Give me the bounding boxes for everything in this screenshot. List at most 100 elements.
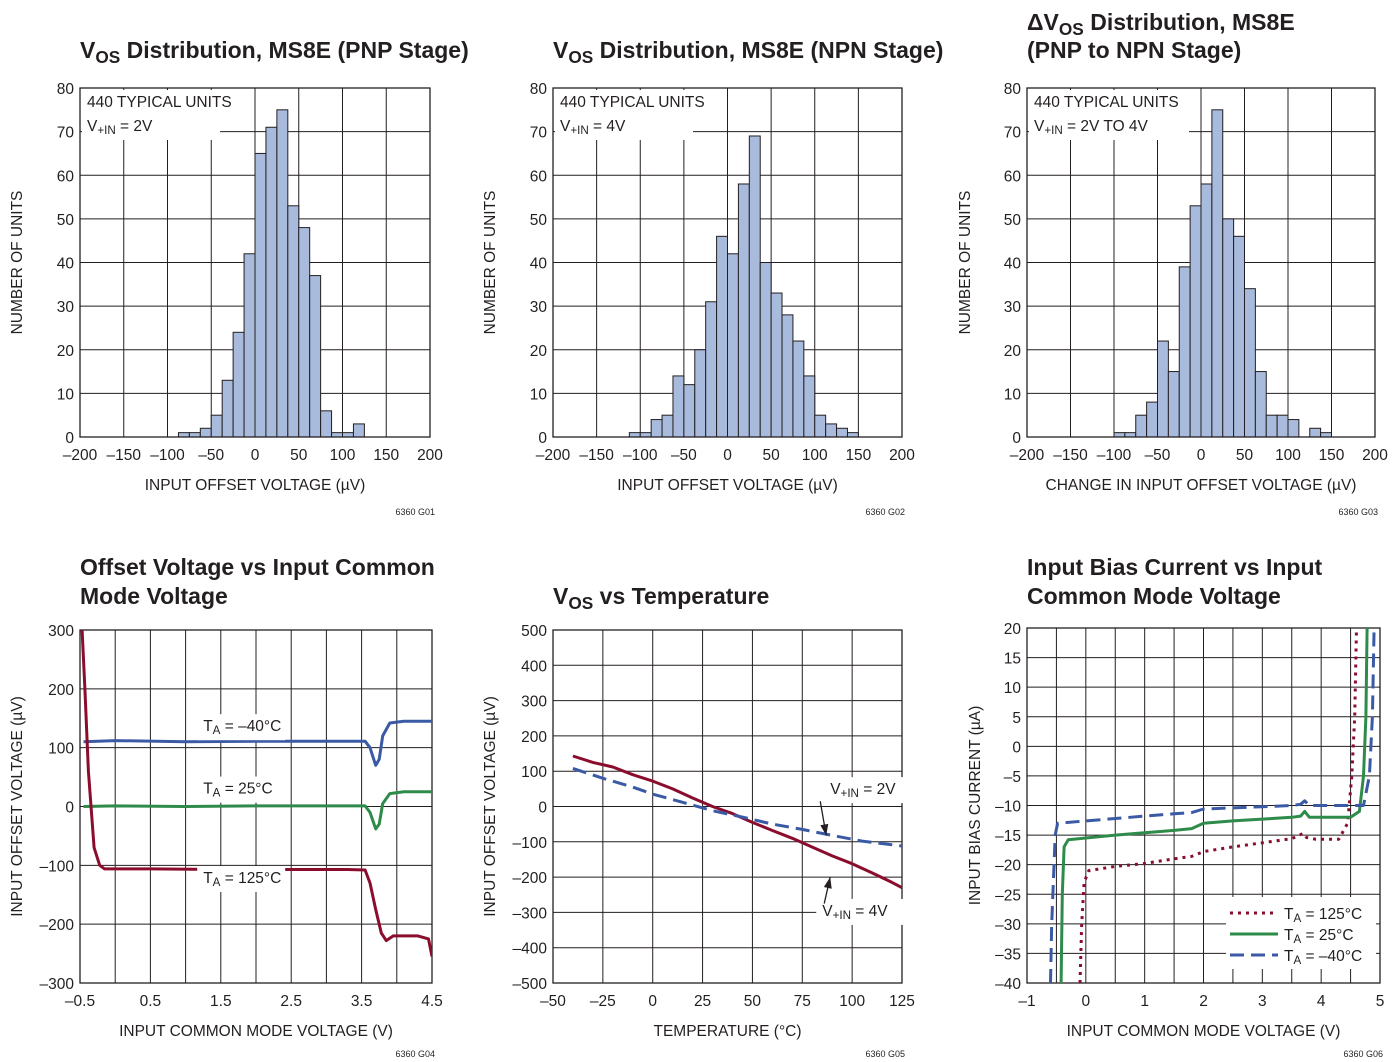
figure-code: 6360 G01 (395, 507, 435, 517)
curve-annotation-part: +IN (833, 909, 851, 922)
x-tick-label: –1 (1018, 993, 1035, 1010)
histogram-bar (1233, 235, 1245, 438)
x-tick-label: 0 (1197, 447, 1206, 464)
chart-title-part: Offset Voltage vs Input Common (80, 554, 435, 580)
histogram-bar (1146, 401, 1158, 438)
legend-label: TA = –40°C (1284, 948, 1362, 967)
series-group (80, 630, 432, 957)
arrow-head (823, 877, 832, 889)
curve-annotation: V+IN = 2V (830, 781, 896, 800)
histogram-bar (1113, 432, 1126, 438)
histogram-bar (1244, 288, 1256, 438)
series-line (83, 790, 432, 831)
chart-title-part: Input Bias Current vs Input (1027, 554, 1323, 580)
y-tick-label: 0 (65, 430, 74, 447)
histogram-bar (628, 432, 641, 438)
histogram-bar (1189, 205, 1202, 438)
plot-frame (552, 87, 903, 438)
y-tick-label: –20 (995, 858, 1021, 875)
x-tick-label: –50 (540, 993, 566, 1010)
histogram-bar (298, 227, 311, 438)
x-tick-label: 0.5 (140, 993, 162, 1010)
legend-label-part: = 125°C (1301, 906, 1362, 923)
x-tick-label: 50 (290, 447, 308, 464)
note-line-part: 440 TYPICAL UNITS (87, 94, 232, 111)
y-tick-label: –300 (40, 976, 75, 993)
chart-g05: VOS vs Temperature–50 –25 0 25 50 75 100 125–50… (482, 583, 915, 1059)
y-tick-label: 200 (48, 682, 74, 699)
note-line-part: V (87, 118, 98, 135)
chart-title-part: OS (568, 47, 593, 67)
x-tick-label: 150 (373, 447, 399, 464)
legend-label-part: T (1284, 906, 1294, 923)
y-tick-label: 30 (57, 299, 75, 316)
histogram-bar (1222, 218, 1235, 438)
note-line: V+IN = 2V (87, 118, 153, 137)
curve-annotation-part: = 125°C (220, 870, 281, 887)
x-tick-label: 2.5 (280, 993, 302, 1010)
curve-annotation-part: = 2V (859, 781, 896, 798)
y-tick-label: 0 (1012, 430, 1021, 447)
x-tick-label: 5 (1376, 993, 1385, 1010)
legend-label-part: A (1293, 912, 1301, 925)
y-axis-label: INPUT OFFSET VOLTAGE (µV) (482, 696, 499, 917)
chart-title-part: Mode Voltage (80, 583, 228, 609)
histogram-bar (1135, 414, 1148, 438)
x-tick-label: 50 (744, 993, 762, 1010)
series-group (572, 754, 902, 890)
note-line: V+IN = 2V TO 4V (1034, 118, 1149, 137)
bars (177, 109, 365, 438)
y-tick-label: 80 (1004, 81, 1022, 98)
y-tick-label: –35 (995, 946, 1021, 963)
curve-annotation-part: A (213, 725, 221, 738)
plot-frame (1026, 627, 1381, 984)
x-tick-label: –100 (623, 447, 658, 464)
chart-title: VOS Distribution, MS8E (PNP Stage) (80, 37, 469, 67)
histogram-bar (210, 414, 223, 438)
histogram-bar (1276, 414, 1289, 438)
curve-annotation-part: +IN (841, 788, 859, 801)
y-tick-label: 15 (1004, 651, 1021, 668)
bars (628, 135, 859, 438)
chart-title-part: vs Temperature (593, 583, 769, 609)
chart-title-part: V (80, 37, 96, 63)
histogram-bar (232, 331, 245, 438)
y-tick-label: 10 (1004, 680, 1022, 697)
y-tick-label: 70 (530, 125, 548, 142)
histogram-bar (331, 432, 343, 438)
histogram-bar (287, 205, 300, 438)
x-tick-label: 3 (1258, 993, 1267, 1010)
x-tick-label: 200 (417, 447, 443, 464)
histogram-bar (672, 375, 685, 438)
curve-annotation-part: = –40°C (220, 718, 281, 735)
series-line (1059, 628, 1369, 983)
note-line-part: 440 TYPICAL UNITS (1034, 94, 1179, 111)
x-axis-label: INPUT OFFSET VOLTAGE (µV) (617, 477, 838, 494)
curve-annotation: V+IN = 4V (822, 903, 888, 922)
x-tick-label: 50 (763, 447, 781, 464)
figure-code: 6360 G04 (395, 1049, 435, 1059)
note-line: 440 TYPICAL UNITS (560, 94, 705, 111)
note-line: 440 TYPICAL UNITS (87, 94, 232, 111)
x-tick-label: –100 (150, 447, 185, 464)
histogram-bar (1320, 432, 1332, 438)
histogram-bar (1167, 371, 1180, 438)
x-tick-label: 4.5 (421, 993, 443, 1010)
y-tick-label: 70 (57, 125, 75, 142)
histogram-bar (1124, 432, 1137, 438)
chart-title: VOS Distribution, MS8E (NPN Stage) (553, 37, 943, 67)
histogram-bar (661, 414, 674, 438)
y-tick-label: 10 (530, 386, 548, 403)
x-tick-label: 100 (802, 447, 828, 464)
plot-frame (1026, 87, 1376, 438)
histogram-bar (748, 135, 761, 438)
y-tick-label: 100 (48, 741, 74, 758)
x-tick-label: 75 (794, 993, 811, 1010)
plot-frame (79, 629, 433, 984)
histogram-bar (320, 410, 333, 438)
y-axis-label: INPUT OFFSET VOLTAGE (µV) (9, 696, 26, 917)
arrow-head (820, 823, 829, 836)
note-line-part: = 2V (116, 118, 153, 135)
x-tick-label: 100 (1275, 447, 1301, 464)
y-tick-label: 30 (530, 299, 548, 316)
